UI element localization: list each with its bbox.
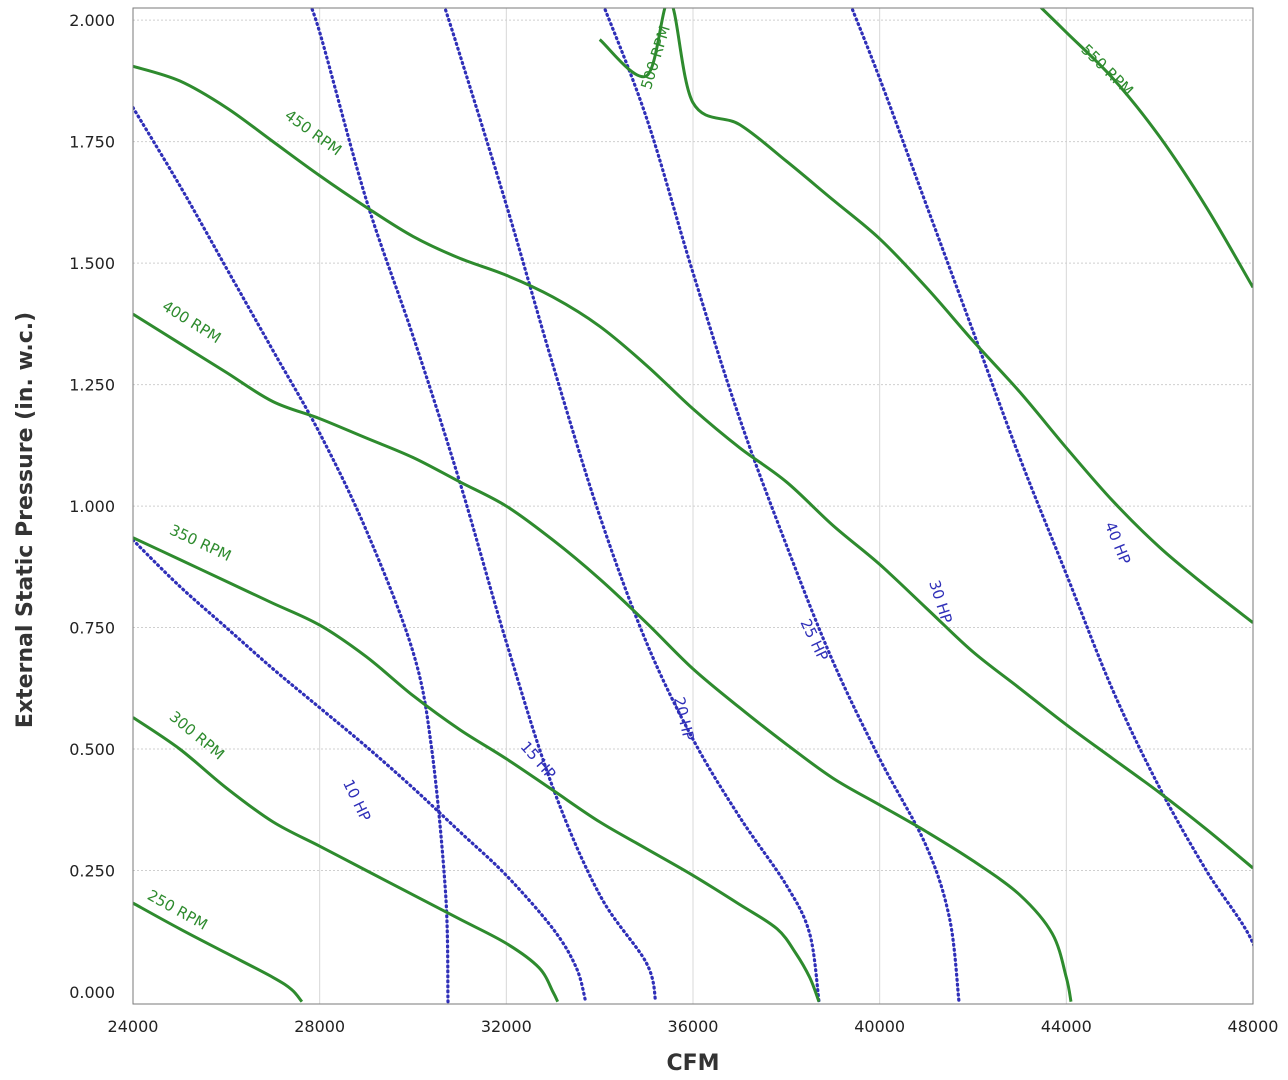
curve-label-25-hp: 25 HP — [797, 616, 832, 664]
series-line-400-rpm — [133, 312, 1073, 1002]
x-axis-ticks: 24000 28000 32000 36000 40000 44000 48000 — [108, 1017, 1279, 1036]
series-line-30-hp — [602, 8, 961, 1004]
series-line-15-hp — [133, 538, 588, 1004]
y-tick-label: 1.750 — [69, 133, 115, 152]
curve-label-450-rpm: 450 RPM — [281, 106, 345, 159]
y-tick-label: 2.000 — [69, 11, 115, 30]
curve-label-500-rpm: 500 RPM — [637, 23, 674, 91]
series-line-350-rpm — [133, 536, 821, 1003]
curve-label-20-hp: 20 HP — [670, 695, 698, 742]
curve-label-300-rpm: 300 RPM — [166, 707, 228, 763]
series-line-500-rpm — [598, 8, 1253, 624]
series-line-25-hp — [443, 8, 821, 1004]
series-line-300-rpm — [133, 716, 560, 1003]
series-line-550-rpm — [1039, 8, 1253, 289]
series-line-10-hp — [133, 106, 450, 1004]
y-axis-ticks: 0.000 0.250 0.500 0.750 1.000 1.250 1.500 1.750… — [69, 11, 115, 1002]
x-tick-label: 44000 — [1041, 1017, 1092, 1036]
x-tick-label: 32000 — [481, 1017, 532, 1036]
series-line-250-rpm — [133, 901, 304, 1003]
series-group — [133, 8, 1253, 1004]
x-tick-label: 24000 — [108, 1017, 159, 1036]
x-tick-label: 48000 — [1228, 1017, 1279, 1036]
grid — [133, 8, 1253, 1004]
plot-area-border — [132, 7, 1254, 1005]
y-tick-label: 0.250 — [69, 862, 115, 881]
x-axis-title: CFM — [666, 1051, 719, 1076]
y-axis-title: External Static Pressure (in. w.c.) — [13, 312, 38, 728]
curve-label-30-hp: 30 HP — [925, 578, 956, 626]
y-tick-label: 1.000 — [69, 497, 115, 516]
y-tick-label: 0.000 — [69, 983, 115, 1002]
y-tick-label: 0.500 — [69, 740, 115, 759]
x-tick-label: 28000 — [294, 1017, 345, 1036]
x-tick-label: 36000 — [668, 1017, 719, 1036]
curve-label-40-hp: 40 HP — [1101, 519, 1134, 567]
series-line-450-rpm — [133, 64, 1253, 870]
curve-label-400-rpm: 400 RPM — [159, 297, 224, 347]
curve-label-550-rpm: 550 RPM — [1077, 41, 1136, 100]
series-line-40-hp — [850, 8, 1253, 949]
x-tick-label: 40000 — [854, 1017, 905, 1036]
series-line-20-hp — [309, 8, 658, 1004]
y-tick-label: 1.500 — [69, 254, 115, 273]
y-tick-label: 0.750 — [69, 619, 115, 638]
y-tick-label: 1.250 — [69, 376, 115, 395]
curve-label-10-hp: 10 HP — [339, 777, 374, 825]
